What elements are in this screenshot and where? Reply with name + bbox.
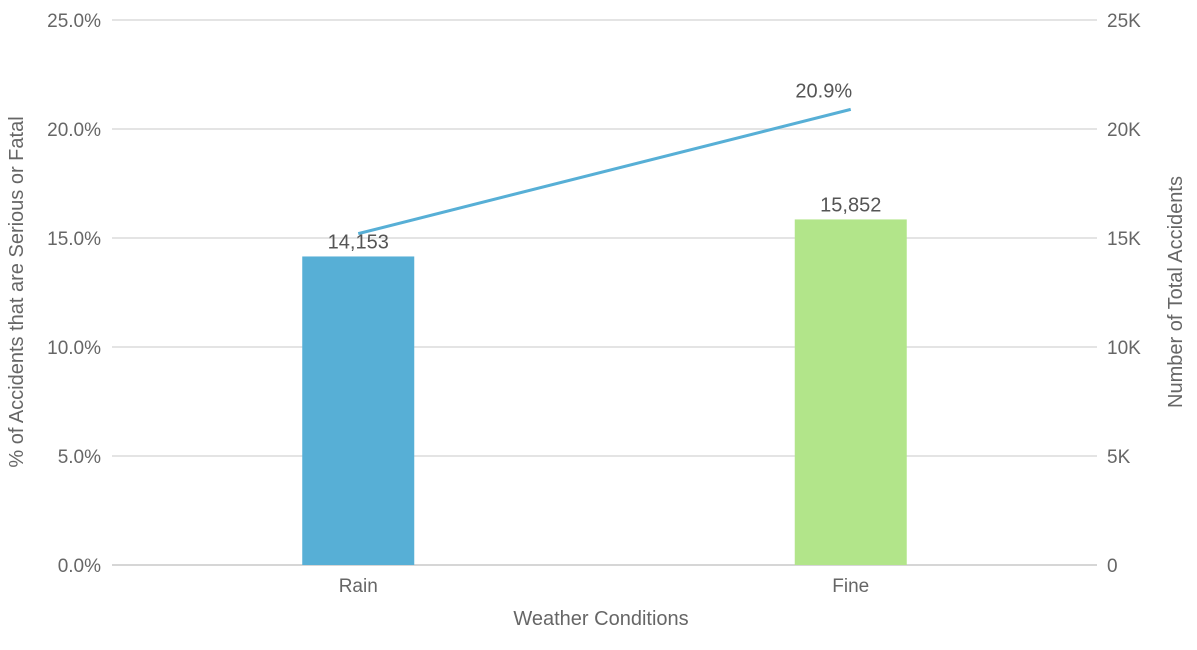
right-tick-label: 15K: [1107, 229, 1141, 250]
bar-fine: [794, 219, 907, 566]
right-axis-title: Number of Total Accidents: [1165, 176, 1187, 408]
category-label: Fine: [832, 576, 869, 597]
left-axis-title: % of Accidents that are Serious or Fatal: [6, 116, 28, 467]
category-labels: Rain Fine: [339, 576, 870, 597]
left-axis-ticks: 0.0% 5.0% 10.0% 15.0% 20.0% 25.0%: [47, 11, 101, 577]
right-tick-label: 10K: [1107, 338, 1141, 359]
left-tick-label: 10.0%: [47, 338, 101, 359]
data-labels: 14,153 15,852 20.9%: [328, 80, 882, 253]
right-tick-label: 20K: [1107, 120, 1141, 141]
line-path: [357, 107, 852, 236]
left-tick-label: 15.0%: [47, 229, 101, 250]
line-value-label: 20.9%: [795, 80, 852, 102]
bar-value-label: 15,852: [820, 194, 881, 216]
right-tick-label: 5K: [1107, 447, 1131, 468]
gridlines: [112, 19, 1097, 566]
left-tick-label: 25.0%: [47, 11, 101, 32]
bar-rain: [302, 256, 415, 565]
bar-value-label: 14,153: [328, 231, 389, 253]
x-axis-title: Weather Conditions: [513, 608, 688, 630]
left-tick-label: 0.0%: [58, 556, 101, 577]
right-axis-ticks: 0 5K 10K 15K 20K 25K: [1107, 11, 1141, 577]
line-series: [357, 107, 852, 236]
left-tick-label: 5.0%: [58, 447, 101, 468]
right-tick-label: 25K: [1107, 11, 1141, 32]
left-tick-label: 20.0%: [47, 120, 101, 141]
bars: [302, 219, 907, 566]
right-tick-label: 0: [1107, 556, 1118, 577]
category-label: Rain: [339, 576, 378, 597]
